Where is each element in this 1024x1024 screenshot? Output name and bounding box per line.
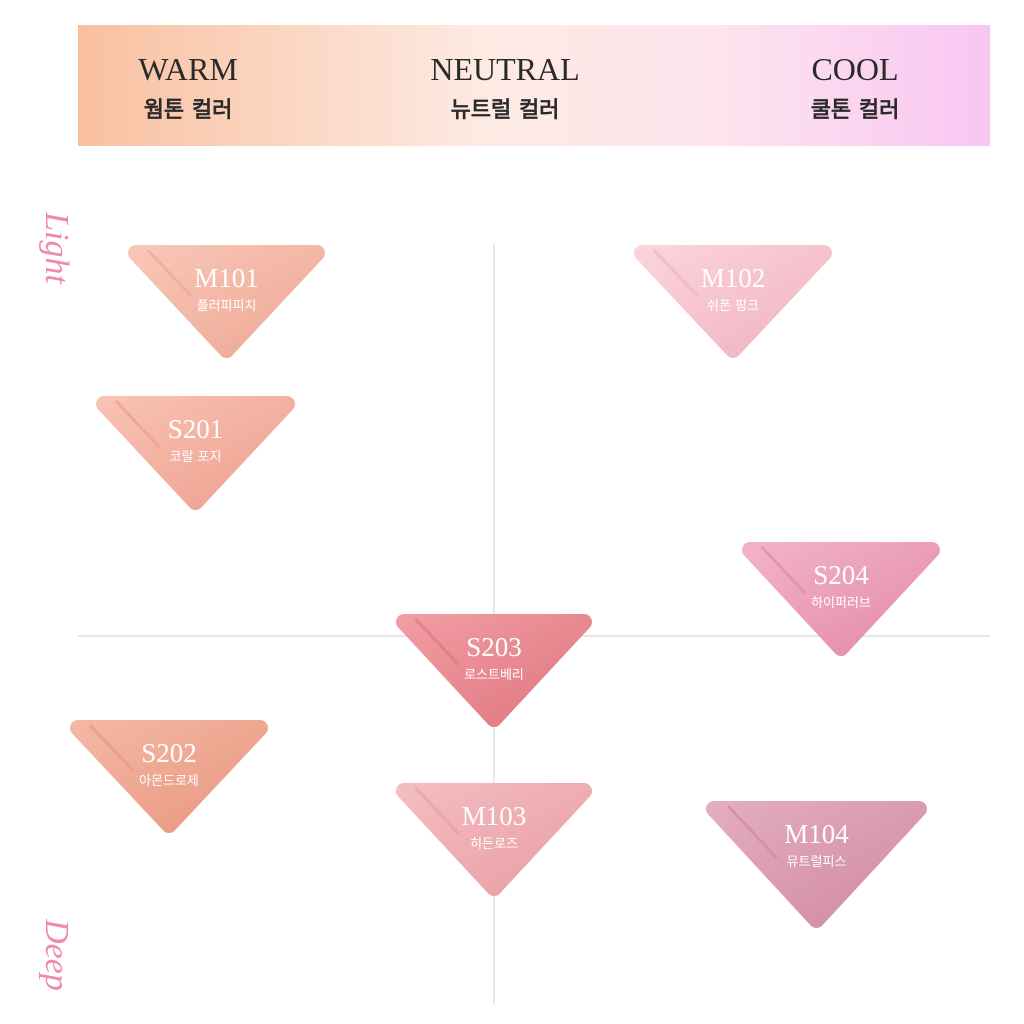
swatch-name: 코랄 포지 (170, 450, 222, 465)
warm-subtitle: 웜톤 컬러 (144, 98, 233, 123)
swatch-code: S202 (141, 738, 197, 768)
swatch: S203 로스트베리 (396, 614, 592, 727)
swatch-name: 아몬드로제 (139, 774, 199, 789)
swatch-shape (742, 542, 940, 656)
swatch: M103 히든로즈 (396, 783, 592, 896)
swatch-streak (652, 248, 699, 297)
cool-subtitle: 쿨톤 컬러 (811, 98, 900, 123)
swatch-code: S203 (466, 632, 522, 662)
swatch-code: S201 (168, 414, 224, 444)
swatch-code: M103 (462, 801, 527, 831)
swatch-shape (96, 396, 295, 510)
swatch-name: 하이퍼러브 (811, 596, 871, 611)
swatch-name: 뮤트럴피스 (787, 855, 847, 870)
swatch: S202 아몬드로제 (70, 720, 268, 833)
swatch-name: 로스트베리 (464, 668, 524, 683)
swatch-name: 플러피피치 (197, 299, 257, 314)
light-label: Light (38, 211, 75, 285)
swatch-shape (396, 614, 592, 727)
swatch-code: M104 (784, 819, 849, 849)
warm-title: WARM (138, 51, 238, 87)
swatch-shape (396, 783, 592, 896)
header-band (78, 25, 990, 146)
swatch-streak (414, 786, 460, 835)
swatch: M101 플러피피치 (128, 245, 325, 358)
swatch-streak (414, 617, 460, 666)
swatch-code: M101 (194, 263, 259, 293)
neutral-subtitle: 뉴트럴 컬러 (451, 98, 560, 123)
swatch-streak (114, 399, 161, 449)
swatch-streak (727, 804, 778, 860)
swatch-name: 쉬폰 핑크 (707, 299, 759, 314)
swatch-shape (70, 720, 268, 833)
swatch-shape (634, 245, 832, 358)
swatch-name: 히든로즈 (470, 837, 518, 852)
swatch: S201 코랄 포지 (96, 396, 295, 510)
deep-label: Deep (38, 918, 75, 991)
swatch-streak (146, 248, 193, 297)
swatch-shape (706, 801, 927, 928)
swatch-streak (88, 723, 135, 772)
swatch-code: M102 (701, 263, 766, 293)
cool-title: COOL (811, 51, 898, 87)
swatch: M104 뮤트럴피스 (706, 801, 927, 928)
swatch: S204 하이퍼러브 (742, 542, 940, 656)
neutral-title: NEUTRAL (430, 51, 579, 87)
swatches: M101 플러피피치 M102 쉬폰 핑크 S201 코랄 포지 S204 하이퍼러브 S203… (70, 245, 940, 928)
swatch-shape (128, 245, 325, 358)
swatch-code: S204 (813, 560, 869, 590)
swatch: M102 쉬폰 핑크 (634, 245, 832, 358)
swatch-streak (760, 545, 807, 595)
